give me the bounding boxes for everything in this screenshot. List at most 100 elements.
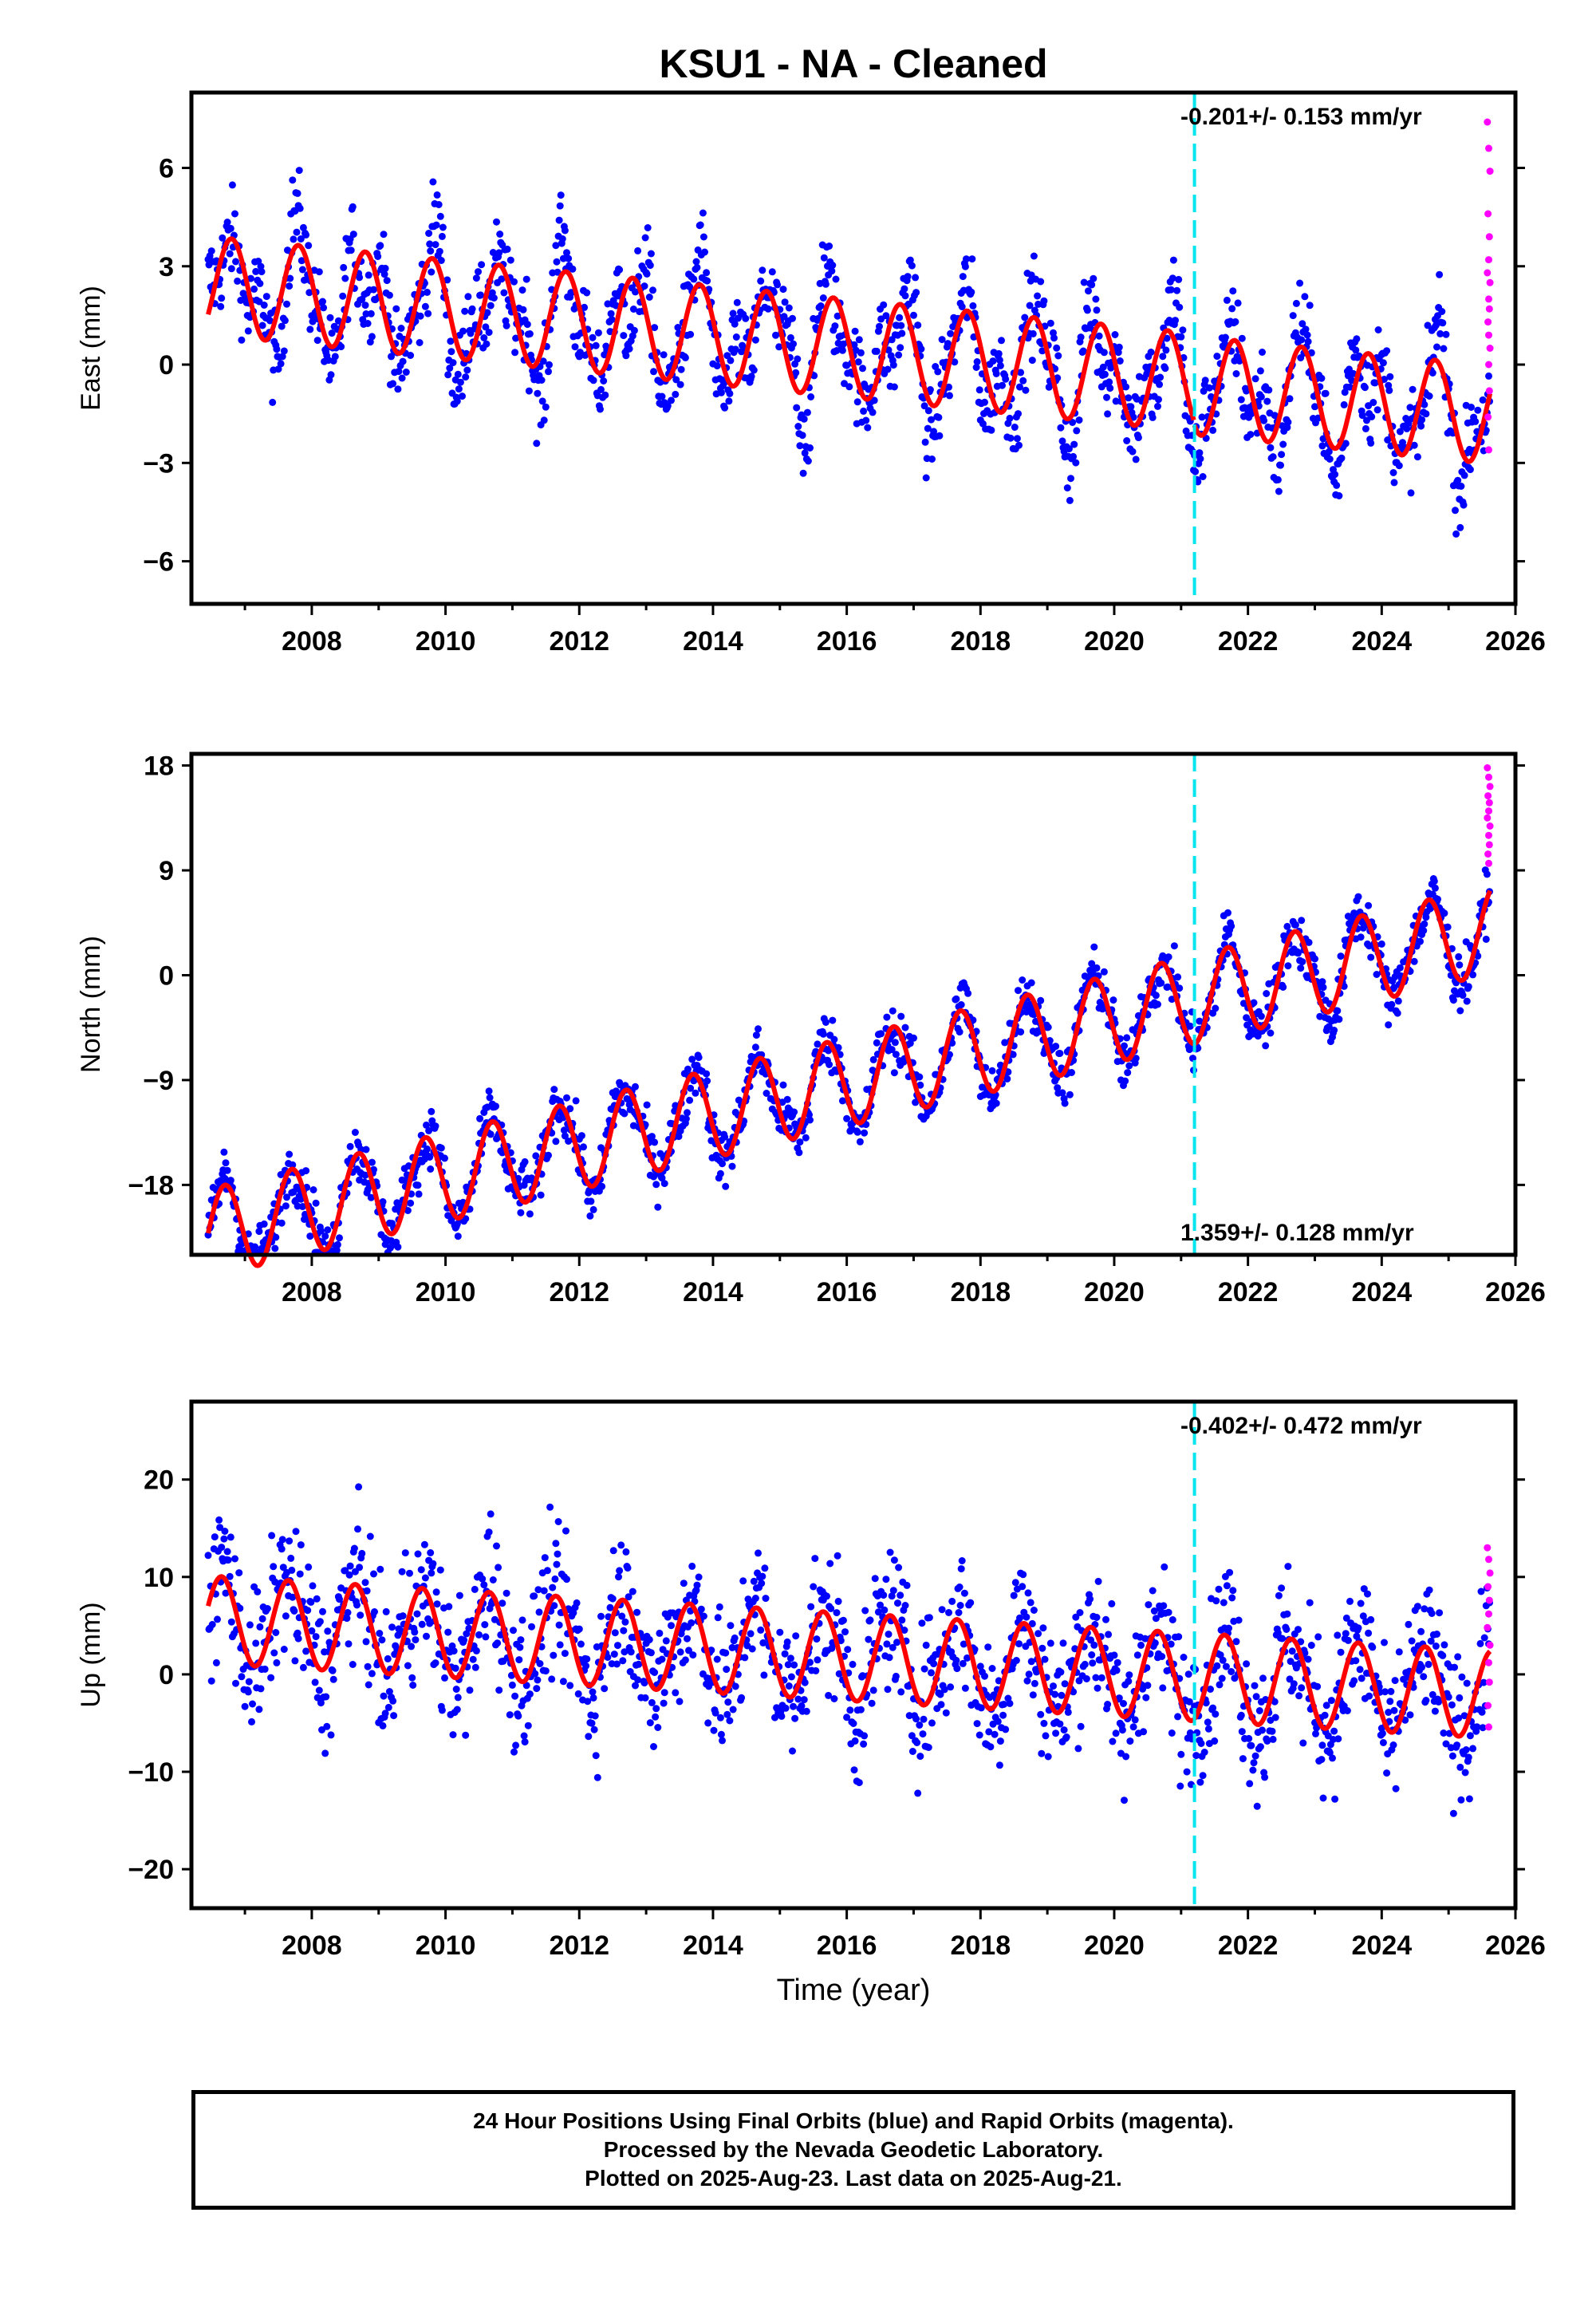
final-orbit-point: [839, 1616, 847, 1624]
final-orbit-point: [1010, 1591, 1018, 1599]
rapid-orbit-point: [1484, 1623, 1492, 1631]
final-orbit-point: [1192, 467, 1200, 475]
final-orbit-point: [1454, 476, 1462, 484]
final-orbit-point: [845, 383, 853, 391]
rate-label-up: -0.402+/- 0.472 mm/yr: [1180, 1413, 1422, 1439]
final-orbit-point: [506, 1711, 514, 1719]
final-orbit-point: [1479, 1724, 1487, 1732]
final-orbit-point: [1390, 479, 1398, 487]
final-orbit-point: [1448, 1701, 1456, 1709]
rapid-orbit-points-north: [1484, 764, 1494, 867]
y-tick-label-east: −6: [143, 547, 174, 578]
final-orbit-point: [828, 267, 836, 275]
rapid-orbit-point: [1485, 446, 1492, 454]
final-orbit-point: [257, 262, 265, 270]
final-orbit-point: [884, 1686, 892, 1694]
final-orbit-point: [1104, 1701, 1112, 1708]
final-orbit-point: [297, 1195, 305, 1203]
final-orbit-point: [1058, 1089, 1066, 1097]
final-orbit-point: [871, 1575, 879, 1583]
final-orbit-point: [278, 1219, 286, 1227]
final-orbit-point: [988, 1067, 996, 1075]
rate-label-north: 1.359+/- 0.128 mm/yr: [1180, 1220, 1414, 1246]
final-orbit-point: [309, 1582, 317, 1590]
final-orbit-point: [820, 254, 828, 262]
final-orbit-point: [514, 1174, 522, 1182]
final-orbit-point: [1038, 1644, 1046, 1652]
final-orbit-points-east: [204, 167, 1493, 538]
final-orbit-point: [221, 1528, 229, 1535]
final-orbit-point: [542, 403, 550, 411]
final-orbit-point: [610, 1650, 618, 1658]
final-orbit-point: [278, 322, 286, 330]
final-orbit-point: [546, 361, 553, 369]
final-orbit-point: [886, 1548, 894, 1556]
final-orbit-point: [384, 1703, 392, 1711]
final-orbit-point: [1322, 389, 1330, 397]
final-orbit-point: [731, 345, 739, 353]
final-orbit-point: [660, 1699, 668, 1707]
final-orbit-point: [1164, 953, 1172, 961]
final-orbit-point: [516, 1643, 524, 1651]
final-orbit-point: [1152, 1615, 1160, 1623]
final-orbit-point: [1097, 1674, 1105, 1682]
final-orbit-point: [728, 1162, 736, 1170]
final-orbit-point: [533, 440, 541, 448]
final-orbit-point: [436, 1566, 444, 1574]
final-orbit-point: [1019, 1571, 1027, 1579]
final-orbit-point: [1232, 1638, 1240, 1646]
final-orbit-point: [365, 1681, 372, 1689]
final-orbit-point: [826, 243, 833, 250]
final-orbit-point: [790, 1108, 798, 1116]
final-orbit-point: [1053, 344, 1061, 352]
final-orbit-point: [1040, 297, 1048, 305]
final-orbit-point: [719, 1160, 726, 1168]
final-orbit-point: [898, 1616, 906, 1624]
final-orbit-point: [625, 345, 633, 353]
final-orbit-point: [921, 438, 929, 446]
final-orbit-point: [477, 291, 485, 299]
final-orbit-point: [432, 221, 440, 229]
final-orbit-point: [428, 1107, 435, 1115]
final-orbit-point: [1186, 1022, 1194, 1030]
final-orbit-point: [1263, 990, 1271, 997]
final-orbit-point: [1369, 1643, 1377, 1651]
final-orbit-point: [340, 263, 348, 271]
final-orbit-point: [246, 1621, 254, 1629]
final-orbit-point: [838, 1097, 846, 1105]
final-orbit-point: [873, 347, 881, 355]
final-orbit-point: [1327, 1697, 1335, 1705]
final-orbit-point: [731, 1634, 739, 1642]
final-orbit-point: [449, 359, 457, 367]
final-orbit-point: [361, 302, 369, 310]
final-orbit-point: [459, 392, 466, 400]
final-orbit-point: [1118, 1726, 1126, 1734]
final-orbit-point: [1460, 1712, 1468, 1720]
final-orbit-point: [409, 1682, 417, 1689]
final-orbit-point: [302, 1167, 310, 1175]
final-orbit-point: [1002, 1725, 1010, 1733]
final-orbit-point: [1238, 1728, 1246, 1736]
final-orbit-point: [521, 1738, 529, 1746]
final-orbit-point: [801, 449, 809, 457]
final-orbit-point: [1082, 1675, 1090, 1682]
final-orbit-point: [757, 1626, 765, 1634]
final-orbit-point: [1155, 396, 1162, 404]
final-orbit-point: [328, 329, 336, 337]
final-orbit-point: [799, 469, 807, 477]
final-orbit-point: [1123, 437, 1131, 444]
final-orbit-point: [1156, 381, 1164, 388]
final-orbit-point: [1424, 321, 1432, 329]
final-orbit-point: [814, 1656, 822, 1664]
final-orbit-point: [855, 1779, 863, 1787]
final-orbit-point: [750, 1577, 758, 1585]
final-orbit-point: [912, 289, 920, 297]
final-orbit-point: [258, 321, 266, 329]
final-orbit-point: [851, 1737, 859, 1745]
final-orbit-point: [855, 336, 863, 344]
final-orbit-point: [472, 1647, 480, 1654]
final-orbit-point: [380, 231, 388, 239]
final-orbit-point: [432, 1588, 440, 1596]
final-orbit-point: [644, 224, 652, 231]
final-orbit-point: [1169, 256, 1177, 264]
